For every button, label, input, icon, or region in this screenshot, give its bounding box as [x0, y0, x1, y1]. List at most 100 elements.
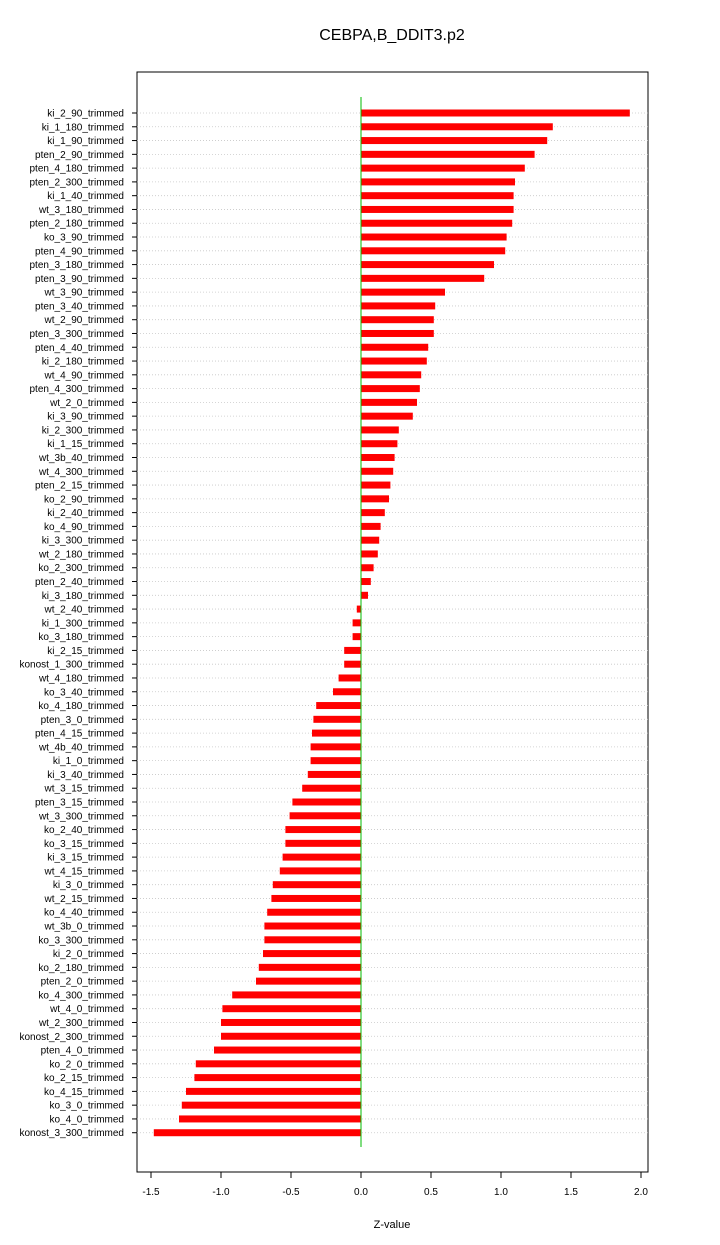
bar-pten_4_300_trimmed — [361, 385, 420, 393]
bar-wt_3_300_trimmed — [289, 812, 361, 820]
x-tick-label: 1.0 — [494, 1187, 508, 1198]
category-label: pten_2_300_trimmed — [29, 177, 124, 188]
bar-wt_4_15_trimmed — [279, 867, 361, 875]
bar-ki_1_40_trimmed — [361, 192, 514, 200]
bar-pten_2_300_trimmed — [361, 178, 515, 186]
category-label: ki_1_180_trimmed — [42, 122, 124, 133]
category-label: wt_4b_40_trimmed — [38, 742, 124, 753]
x-tick-label: 2.0 — [634, 1187, 648, 1198]
bar-wt_3_180_trimmed — [361, 205, 514, 213]
category-label: pten_3_15_trimmed — [35, 798, 124, 809]
bar-ki_2_90_trimmed — [361, 109, 630, 117]
category-label: konost_3_300_trimmed — [19, 1128, 124, 1139]
bar-ki_3_180_trimmed — [361, 591, 368, 599]
bar-wt_2_15_trimmed — [271, 894, 361, 902]
category-label: ki_1_90_trimmed — [47, 136, 124, 147]
bar-ko_2_40_trimmed — [285, 826, 361, 834]
bar-ko_3_0_trimmed — [181, 1101, 361, 1109]
category-label: ko_4_0_trimmed — [50, 1114, 124, 1125]
bar-ko_2_15_trimmed — [194, 1074, 361, 1082]
bar-pten_3_15_trimmed — [292, 798, 361, 806]
bar-wt_4b_40_trimmed — [310, 743, 361, 751]
category-label: ko_2_15_trimmed — [44, 1073, 124, 1084]
bar-pten_4_180_trimmed — [361, 164, 525, 172]
bar-wt_3b_40_trimmed — [361, 454, 395, 461]
category-label: ki_2_180_trimmed — [42, 357, 124, 368]
category-label: ko_2_90_trimmed — [44, 494, 124, 505]
bar-wt_4_0_trimmed — [222, 1005, 361, 1013]
category-label: wt_3_90_trimmed — [44, 288, 124, 299]
bar-ko_4_15_trimmed — [186, 1087, 361, 1095]
bar-konost_1_300_trimmed — [344, 660, 361, 668]
x-axis-label: Z-value — [374, 1219, 411, 1231]
bar-ki_1_0_trimmed — [310, 757, 361, 765]
category-label: wt_4_0_trimmed — [49, 1004, 124, 1015]
category-label: ki_2_90_trimmed — [47, 109, 124, 120]
x-tick-label: -1.5 — [142, 1187, 160, 1198]
category-label: wt_4_15_trimmed — [44, 866, 124, 877]
category-label: ko_3_0_trimmed — [50, 1101, 124, 1112]
category-label: ki_1_15_trimmed — [47, 439, 124, 450]
bar-pten_3_90_trimmed — [361, 274, 485, 282]
bar-ki_2_0_trimmed — [263, 950, 361, 958]
bar-pten_3_0_trimmed — [313, 715, 361, 723]
category-label: wt_2_90_trimmed — [44, 315, 124, 326]
category-label: pten_2_180_trimmed — [29, 219, 124, 230]
bar-ki_1_90_trimmed — [361, 137, 548, 145]
bar-wt_2_300_trimmed — [221, 1018, 361, 1026]
category-labels: ki_2_90_trimmed ki_1_180_trimmed ki_1_90_t… — [19, 109, 137, 1139]
category-label: ki_3_40_trimmed — [47, 770, 124, 781]
bar-wt_2_0_trimmed — [361, 398, 417, 406]
bar-ko_4_300_trimmed — [232, 991, 361, 999]
bar-ki_2_180_trimmed — [361, 357, 427, 365]
category-label: ki_1_40_trimmed — [47, 191, 124, 202]
category-label: ko_3_90_trimmed — [44, 233, 124, 244]
bar-wt_2_180_trimmed — [361, 550, 378, 558]
x-tick-label: 1.5 — [564, 1187, 578, 1198]
category-label: pten_2_15_trimmed — [35, 481, 124, 492]
category-label: ko_2_300_trimmed — [38, 563, 124, 574]
bar-ko_3_180_trimmed — [352, 633, 361, 641]
category-label: wt_2_40_trimmed — [44, 605, 124, 616]
category-label: ko_4_90_trimmed — [44, 522, 124, 533]
bar-pten_4_90_trimmed — [361, 247, 506, 255]
bar-ko_4_0_trimmed — [179, 1115, 361, 1123]
bar-konost_2_300_trimmed — [221, 1032, 361, 1040]
bar-pten_4_40_trimmed — [361, 343, 429, 351]
category-label: pten_4_300_trimmed — [29, 384, 124, 395]
category-label: wt_3_300_trimmed — [38, 811, 124, 822]
x-tick-label: 0.5 — [424, 1187, 438, 1198]
category-label: wt_4_180_trimmed — [38, 673, 124, 684]
bar-wt_4_90_trimmed — [361, 371, 422, 379]
x-axis: -1.5 -1.0 -0.5 0.0 0.5 1.0 1.5 2.0 — [142, 1172, 648, 1198]
category-label: pten_4_90_trimmed — [35, 246, 124, 257]
bar-ki_2_15_trimmed — [344, 646, 361, 654]
category-label: wt_2_0_trimmed — [49, 398, 124, 409]
bar-pten_4_15_trimmed — [312, 729, 361, 737]
category-label: wt_4_300_trimmed — [38, 467, 124, 478]
bar-ko_3_300_trimmed — [264, 936, 361, 944]
category-label: ko_4_15_trimmed — [44, 1087, 124, 1098]
category-label: ki_2_15_trimmed — [47, 646, 124, 657]
bar-ki_1_180_trimmed — [361, 123, 553, 131]
category-label: ko_3_15_trimmed — [44, 839, 124, 850]
category-label: ki_3_300_trimmed — [42, 536, 124, 547]
bar-ko_4_90_trimmed — [361, 522, 381, 530]
bar-ki_3_15_trimmed — [282, 853, 361, 861]
bar-wt_3_90_trimmed — [361, 288, 445, 296]
category-label: pten_3_0_trimmed — [41, 715, 124, 726]
bar-ki_3_40_trimmed — [307, 770, 361, 778]
bar-wt_3_15_trimmed — [302, 784, 361, 792]
category-label: ki_3_0_trimmed — [53, 880, 124, 891]
category-label: pten_2_0_trimmed — [41, 977, 124, 988]
category-label: wt_2_15_trimmed — [44, 894, 124, 905]
category-label: pten_4_40_trimmed — [35, 343, 124, 354]
plot-frame — [136, 71, 649, 1173]
x-tick-label: -0.5 — [282, 1187, 300, 1198]
category-label: wt_3b_0_trimmed — [44, 922, 124, 933]
bar-wt_4_180_trimmed — [338, 674, 361, 682]
category-label: ki_1_300_trimmed — [42, 618, 124, 629]
bar-pten_3_180_trimmed — [361, 261, 494, 269]
category-label: pten_3_40_trimmed — [35, 301, 124, 312]
